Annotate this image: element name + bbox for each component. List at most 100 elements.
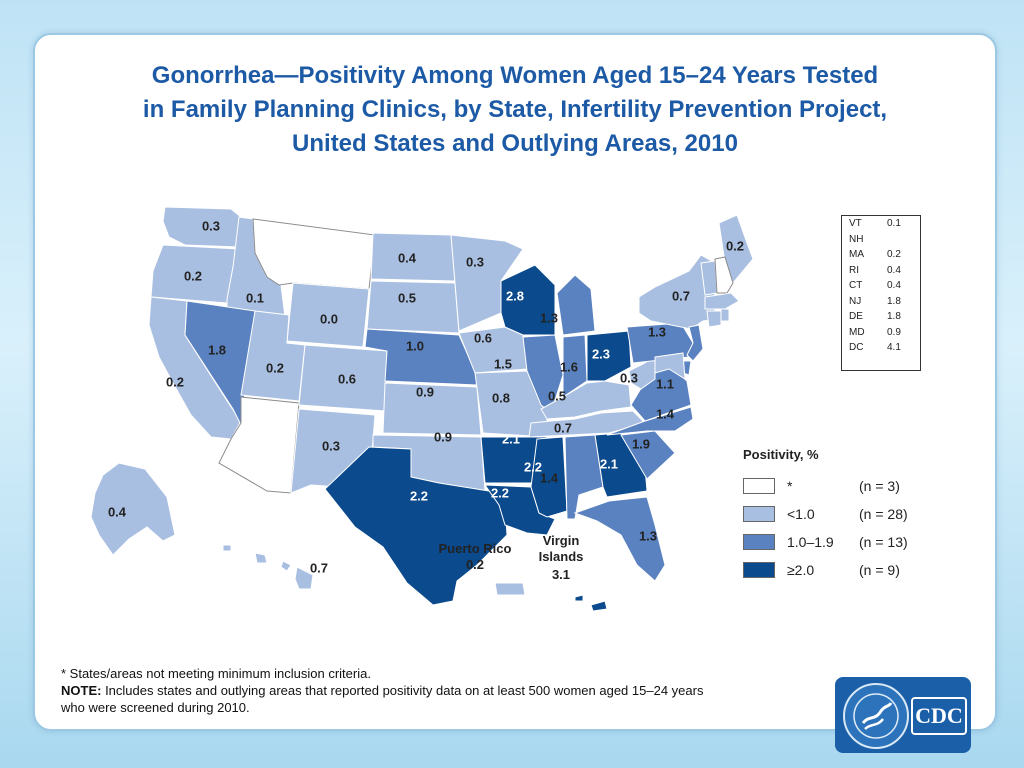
title-line-3: United States and Outlying Areas, 2010 [292,130,738,157]
ne-row-dc: DC 4.1 [849,342,901,353]
outlying-label-vi-name-2: Islands [539,549,584,564]
legend-label: * [787,478,793,494]
state-value-ks: 0.9 [416,384,434,399]
state-mt [252,218,376,290]
state-tx [324,446,508,606]
note-label: NOTE: [61,683,102,698]
legend-label: <1.0 [787,506,815,522]
outlying-label-pr-name: Puerto Rico [439,541,512,556]
state-value-sc: 1.9 [632,436,650,451]
state-value-ut: 0.2 [266,360,284,375]
ne-row-ma: MA 0.2 [849,249,901,260]
legend-swatch-lt1 [743,506,775,522]
state-wa [162,206,242,248]
footnote-asterisk: * States/areas not meeting minimum inclu… [61,666,371,681]
chart-title: Gonorrhea—Positivity Among Women Aged 15… [35,59,995,161]
legend: Positivity, % * (n = 3) <1.0 (n = 28) 1.… [743,447,908,584]
state-value-wa: 0.3 [202,218,220,233]
slide-card: Gonorrhea—Positivity Among Women Aged 15… [33,33,997,753]
state-value-nd: 0.4 [398,250,417,265]
state-sd [366,280,460,334]
state-value-wy: 0.0 [320,311,338,326]
legend-count: (n = 3) [859,478,900,494]
legend-count: (n = 9) [859,562,900,578]
state-value-in: 1.6 [560,359,578,374]
state-value-nc: 1.4 [656,406,675,421]
outlying-label-pr-value: 0.2 [466,557,484,572]
legend-title: Positivity, % [743,447,819,462]
state-value-nm: 0.3 [322,438,340,453]
state-mi [556,274,596,336]
state-value-ak: 0.4 [108,504,127,519]
state-ms [530,436,568,518]
state-value-mn: 0.3 [466,254,484,269]
state-value-fl: 1.3 [639,528,657,543]
footnote-note-cont: who were screened during 2010. [61,700,250,715]
us-map: 0.3 0.2 0.2 0.1 1.8 0.0 0.2 0.6 0.3 0.4 0.5 1.0 0.9 0… [90,206,754,612]
state-nh [714,256,734,294]
legend-row-lt1: <1.0 (n = 28) [743,500,908,528]
state-ct [706,310,722,328]
state-sc [620,430,676,480]
state-value-va: 1.1 [656,376,674,391]
legend-count: (n = 28) [859,506,908,522]
ne-row-md: MD 0.9 [849,326,901,338]
state-value-pa: 1.3 [648,324,666,339]
state-value-or: 0.2 [184,268,202,283]
state-nj [686,324,704,362]
state-value-hi: 0.7 [310,560,328,575]
legend-row-not-met: * (n = 3) [743,472,908,500]
state-tn [528,410,646,438]
legend-count: (n = 13) [859,534,908,550]
state-value-al: 1.4 [540,470,559,485]
state-ky [540,380,632,420]
footnote-note: NOTE: Includes states and outlying areas… [61,682,703,699]
state-value-nv: 1.8 [208,342,226,357]
outlying-label-vi-name-1: Virgin [543,533,580,548]
title-line-1: Gonorrhea—Positivity Among Women Aged 15… [151,62,879,89]
state-value-tn: 0.7 [554,420,572,435]
state-value-ca: 0.2 [166,374,184,389]
legend-swatch-mid [743,534,775,550]
cdc-wordmark: CDC [911,697,967,735]
northeast-values-table: VT 0.1 NH MA 0.2 RI 0.4 CT 0.4 NJ 1.8 DE 1.8 M… [841,215,921,371]
state-value-il: 1.5 [494,356,512,371]
state-value-co: 0.6 [338,371,356,386]
legend-row-mid: 1.0–1.9 (n = 13) [743,528,908,556]
ne-row-ri: RI 0.4 [849,264,901,276]
footnotes: * States/areas not meeting minimum inclu… [61,665,703,716]
state-fl [573,496,666,582]
state-hi [222,544,314,590]
state-value-ms: 2.2 [524,459,542,474]
legend-label: 1.0–1.9 [787,534,834,550]
state-value-mi: 1.3 [540,310,558,325]
state-vi [574,594,608,612]
state-value-oh: 2.3 [592,346,610,361]
ne-row-de: DE 1.8 [849,311,901,322]
ne-row-vt: VT 0.1 [849,218,901,229]
state-oh [586,330,632,382]
state-value-id: 0.1 [246,290,264,305]
state-value-tx: 2.2 [410,488,428,503]
state-nv [184,300,256,427]
state-wi [500,264,556,336]
state-value-wi: 2.8 [506,288,524,303]
state-value-sd: 0.5 [398,290,416,305]
state-value-ky: 0.5 [548,388,566,403]
state-value-me: 0.2 [726,238,744,253]
state-value-ar: 2.1 [502,431,520,446]
outlying-label-vi-value: 3.1 [552,567,570,582]
legend-swatch-high [743,562,775,578]
state-value-ga: 2.1 [600,456,618,471]
state-value-ok: 0.9 [434,429,452,444]
state-ri [720,308,730,322]
legend-row-high: ≥2.0 (n = 9) [743,556,908,584]
state-pr [494,582,526,596]
ne-row-nh: NH [849,233,864,245]
state-value-ia: 0.6 [474,330,492,345]
cdc-logo: CDC [835,677,971,753]
state-wv [628,356,656,390]
state-ks [382,382,482,436]
state-value-mo: 0.8 [492,390,510,405]
state-ma [704,292,740,310]
